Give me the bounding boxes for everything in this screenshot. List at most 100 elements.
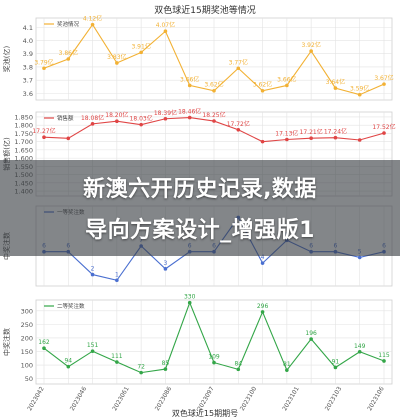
data-point	[260, 261, 265, 265]
y-tick-label: 1.700	[14, 138, 33, 146]
legend-label: 二等奖注数	[57, 302, 85, 310]
data-label: 17.27亿	[32, 127, 55, 135]
data-label: 18.20亿	[105, 111, 128, 119]
data-label: 17.24亿	[324, 128, 347, 136]
data-point	[187, 83, 192, 88]
data-point	[260, 139, 265, 144]
y-tick-label: 1.650	[14, 146, 33, 154]
data-label: 3.66亿	[277, 75, 296, 83]
x-tick-label: 2023046	[69, 385, 89, 412]
overlay-banner	[0, 160, 400, 256]
data-label: 18.03亿	[130, 115, 153, 123]
data-point	[187, 115, 192, 120]
y-tick-label: 3.8	[23, 63, 33, 71]
data-point	[90, 272, 95, 277]
x-tick-label: 2023100	[239, 385, 259, 412]
y-tick-label: 1.850	[14, 113, 33, 121]
page-title: 双色球近15期奖池等情况	[154, 4, 255, 16]
data-point	[285, 137, 289, 142]
data-point	[357, 92, 362, 97]
banner-line-2: 导向方案设计_增强版1	[85, 218, 315, 243]
y-tick-label: 3.7	[23, 77, 33, 85]
data-point	[212, 119, 216, 123]
data-label: 4.12亿	[83, 15, 102, 23]
data-label: 18.39亿	[154, 109, 177, 117]
y-tick-label: 100	[21, 362, 33, 370]
data-label: 2	[91, 266, 95, 273]
y-axis-label: 销售额(亿)	[2, 137, 11, 171]
data-point	[212, 88, 216, 93]
data-label: 3.91亿	[131, 42, 150, 50]
data-label: 3.66亿	[180, 75, 199, 83]
data-point	[66, 364, 71, 369]
data-point	[66, 136, 71, 141]
data-label: 296	[257, 303, 269, 310]
data-point	[382, 82, 386, 86]
data-label: 18.46亿	[178, 108, 201, 116]
data-point	[115, 278, 119, 283]
y-tick-label: 1.600	[14, 155, 33, 163]
data-label: 17.72亿	[227, 120, 250, 128]
panel-1: 3.6 3.7 3.8 3.9 4.0 4.1 奖池(亿) 奖池情况 3.79亿 3.86亿 4.1…	[2, 15, 394, 101]
data-label: 85	[162, 360, 170, 367]
data-label: 3.62亿	[253, 81, 272, 89]
data-point	[139, 50, 143, 55]
data-label: 3.67亿	[374, 74, 393, 82]
data-point	[285, 83, 289, 88]
data-label: 3.79亿	[34, 58, 53, 66]
data-label: 151	[87, 342, 99, 349]
data-label: 330	[184, 294, 196, 301]
data-point	[260, 88, 265, 93]
data-label: 18.08亿	[81, 114, 104, 122]
panel-4: 50 100 150 200 250 300 中奖注数 二等奖注数 162 94 151 111 72 8…	[2, 294, 393, 385]
data-label: 109	[208, 354, 220, 361]
data-label: 94	[64, 358, 72, 365]
x-tick-label: 2023061	[111, 385, 131, 412]
data-label: 3.86亿	[59, 49, 78, 57]
data-label: 3	[164, 260, 168, 267]
data-point	[163, 267, 168, 271]
data-label: 1	[115, 271, 119, 278]
data-point	[309, 337, 313, 341]
data-label: 18.25亿	[202, 111, 225, 119]
x-tick-label: 2023086	[154, 385, 174, 412]
data-label: 111	[111, 353, 123, 360]
data-point	[309, 136, 313, 140]
y-tick-label: 3.6	[23, 90, 33, 98]
data-point	[115, 61, 119, 65]
data-label: 3.77亿	[229, 58, 248, 66]
data-label: 72	[137, 364, 145, 371]
data-point	[163, 29, 168, 34]
y-tick-label: 1.800	[14, 122, 33, 130]
data-point	[90, 122, 95, 126]
y-tick-label: 4.1	[23, 24, 33, 32]
data-point	[187, 300, 192, 305]
y-tick-label: 50	[25, 375, 33, 383]
data-label: 17.21亿	[300, 128, 323, 136]
data-point	[260, 310, 265, 314]
data-point	[139, 370, 143, 375]
data-point	[357, 138, 362, 142]
data-point	[66, 57, 71, 61]
y-axis-label: 中奖注数	[2, 328, 11, 356]
data-point	[90, 22, 95, 27]
data-point	[163, 116, 168, 121]
y-tick-label: 200	[21, 334, 33, 342]
data-point	[115, 119, 119, 124]
data-point	[236, 66, 241, 71]
x-tick-label: 2023106	[366, 385, 386, 412]
data-point	[139, 122, 143, 127]
data-label: 162	[38, 339, 50, 346]
y-axis-label: 奖池(亿)	[2, 46, 11, 73]
data-point	[42, 346, 46, 351]
x-tick-label: 2023103	[324, 385, 344, 412]
data-point	[382, 359, 386, 363]
x-tick-label: 2023042	[26, 385, 46, 412]
data-label: 91	[332, 358, 340, 365]
data-label: 3.64亿	[326, 78, 345, 86]
data-label: 81	[283, 361, 291, 368]
data-label: 17.52亿	[372, 123, 395, 131]
data-label: 3.83亿	[107, 53, 126, 61]
y-tick-label: 300	[21, 307, 33, 315]
y-tick-label: 1.750	[14, 130, 33, 138]
